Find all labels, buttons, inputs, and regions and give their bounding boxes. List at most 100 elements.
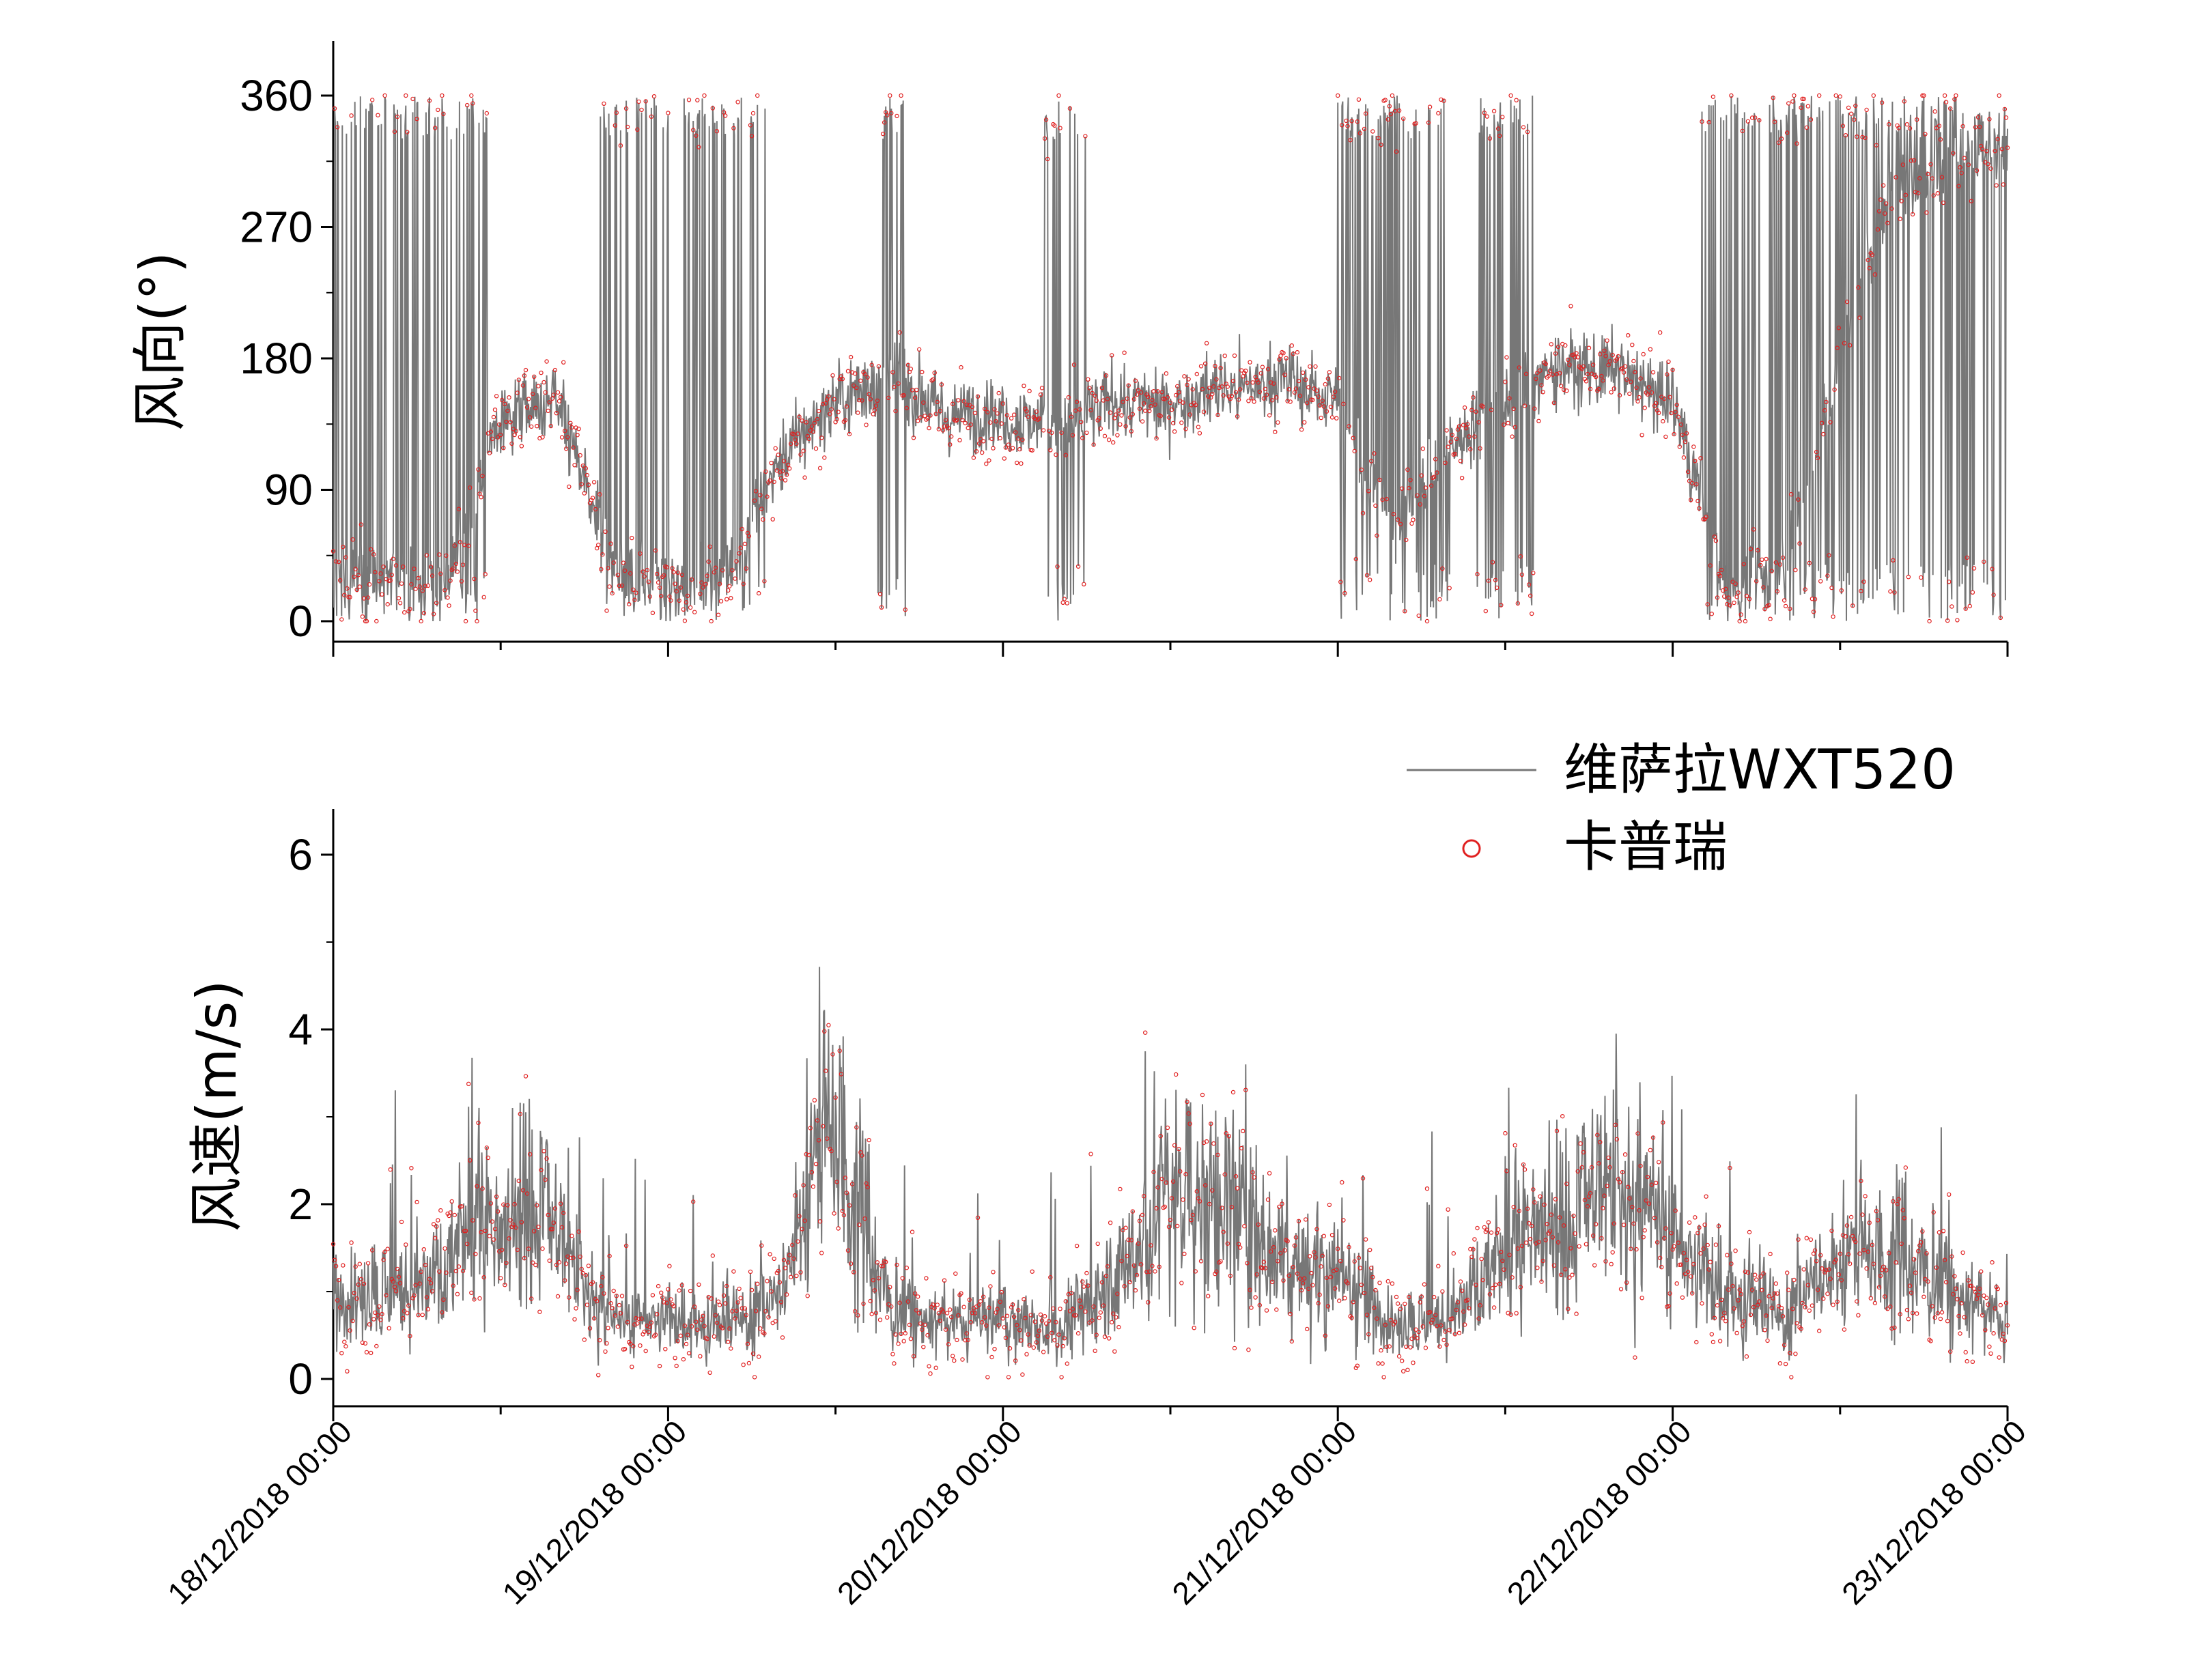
top-marker (788, 441, 793, 446)
top-marker (1764, 556, 1769, 562)
bottom-marker (1861, 1247, 1866, 1253)
top-marker (733, 576, 737, 581)
top-marker (597, 492, 602, 497)
bottom-marker (1137, 1219, 1142, 1223)
bottom-marker (564, 1261, 569, 1266)
bottom-marker (1728, 1165, 1732, 1171)
top-marker (784, 472, 789, 477)
bottom-marker (999, 1290, 1004, 1295)
top-marker (434, 601, 439, 606)
top-marker (1077, 407, 1082, 412)
top-marker (557, 399, 562, 403)
bottom-marker (1407, 1294, 1411, 1300)
top-marker (425, 583, 431, 588)
top-marker (513, 429, 518, 433)
bottom-marker (1293, 1235, 1299, 1240)
top-marker (860, 398, 864, 403)
bottom-marker (1963, 1350, 1968, 1355)
top-marker (824, 401, 828, 406)
top-marker (992, 407, 997, 412)
top-marker (1665, 372, 1670, 377)
bottom-marker (610, 1305, 615, 1311)
bottom-marker (451, 1283, 455, 1288)
bottom-marker (1638, 1163, 1643, 1169)
bottom-marker (1267, 1171, 1272, 1176)
bottom-marker (1689, 1291, 1695, 1296)
top-marker (847, 431, 852, 437)
top-marker (1844, 299, 1850, 304)
top-marker (554, 411, 559, 416)
top-marker (1086, 377, 1090, 382)
bottom-marker (1094, 1333, 1099, 1337)
bottom-marker (371, 1317, 376, 1322)
bottom-marker (833, 1095, 838, 1100)
bottom-marker (1427, 1309, 1433, 1315)
bottom-marker (1522, 1167, 1528, 1172)
top-marker (890, 370, 895, 375)
bottom-marker (1321, 1234, 1327, 1238)
top-marker (1357, 130, 1363, 136)
bottom-marker (755, 1281, 760, 1286)
bottom-marker (635, 1321, 640, 1326)
top-marker (694, 133, 699, 138)
top-marker (696, 145, 701, 150)
bottom-marker (984, 1323, 989, 1328)
top-marker (1535, 371, 1540, 375)
top-marker (479, 495, 483, 500)
bottom-marker (1123, 1225, 1128, 1230)
top-marker (1301, 420, 1307, 425)
bottom-marker (1014, 1322, 1019, 1328)
top-marker (516, 378, 522, 382)
bottom-marker (1878, 1273, 1883, 1279)
top-marker (1149, 403, 1153, 409)
top-marker (1954, 93, 1958, 98)
bottom-marker (459, 1204, 464, 1209)
bottom-marker (1786, 1287, 1791, 1292)
top-marker (1995, 137, 2000, 141)
bottom-marker (1494, 1231, 1500, 1236)
top-marker (1622, 364, 1628, 369)
top-marker (503, 401, 507, 407)
bottom-marker (547, 1258, 552, 1263)
bottom-marker (1610, 1250, 1615, 1255)
bottom-marker (1300, 1281, 1306, 1286)
top-marker (1818, 579, 1823, 584)
top-marker (684, 600, 689, 605)
top-marker (1289, 343, 1295, 348)
bottom-marker (473, 1251, 478, 1257)
bottom-marker (1975, 1292, 1981, 1298)
top-marker (1014, 460, 1019, 466)
bottom-marker (1868, 1296, 1873, 1301)
bottom-marker (1740, 1324, 1745, 1328)
top-marker (699, 580, 704, 585)
bottom-marker (1736, 1298, 1741, 1303)
top-marker (408, 606, 412, 612)
bottom-marker (1416, 1329, 1421, 1335)
top-marker (1158, 414, 1163, 418)
bottom-marker (346, 1305, 351, 1310)
bottom-marker (1543, 1238, 1548, 1242)
bottom-marker (1003, 1335, 1009, 1341)
top-marker (1248, 360, 1252, 365)
bottom-marker (753, 1309, 759, 1313)
top-marker (1069, 414, 1074, 419)
top-marker (999, 421, 1004, 426)
top-marker (1474, 409, 1478, 414)
top-marker (593, 507, 598, 512)
bottom-marker (353, 1264, 358, 1269)
bottom-marker (1151, 1169, 1156, 1175)
top-marker (580, 464, 586, 468)
top-marker (1193, 403, 1198, 408)
top-marker (1810, 597, 1815, 601)
bottom-marker (405, 1311, 410, 1315)
top-marker (1772, 119, 1777, 124)
bottom-marker (1652, 1215, 1657, 1221)
top-marker (1747, 597, 1752, 601)
bottom-marker (1297, 1276, 1303, 1281)
bottom-marker (1189, 1218, 1194, 1223)
top-marker (1181, 400, 1185, 405)
top-marker (1058, 126, 1062, 130)
bottom-marker (1566, 1307, 1571, 1311)
top-marker (1415, 493, 1420, 498)
top-marker (1593, 374, 1599, 380)
